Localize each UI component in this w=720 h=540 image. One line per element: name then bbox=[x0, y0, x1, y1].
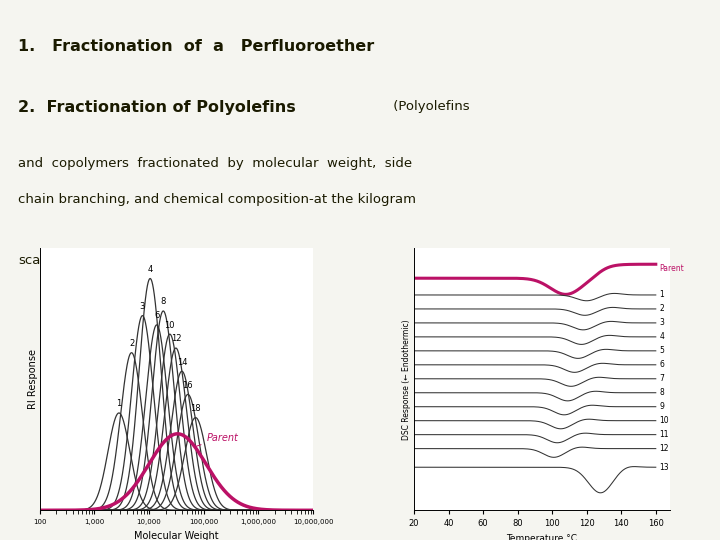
Text: Parent: Parent bbox=[660, 264, 684, 273]
Text: scale).: scale). bbox=[18, 254, 62, 267]
Text: 4: 4 bbox=[148, 265, 153, 274]
Text: chain branching, and chemical composition-at the kilogram: chain branching, and chemical compositio… bbox=[18, 193, 416, 206]
Text: 2.  Fractionation of Polyolefins: 2. Fractionation of Polyolefins bbox=[18, 100, 296, 115]
Text: 18: 18 bbox=[190, 404, 201, 413]
Text: 6: 6 bbox=[154, 311, 159, 320]
Text: 1: 1 bbox=[660, 291, 664, 300]
Text: 10: 10 bbox=[660, 416, 669, 425]
Text: 12: 12 bbox=[171, 334, 181, 343]
Text: 1: 1 bbox=[117, 399, 122, 408]
Text: 11: 11 bbox=[660, 430, 669, 439]
Text: 16: 16 bbox=[183, 381, 193, 390]
Text: Parent: Parent bbox=[194, 433, 238, 447]
Text: 3: 3 bbox=[140, 302, 145, 311]
Text: 8: 8 bbox=[161, 298, 166, 306]
Text: (Polyolefins: (Polyolefins bbox=[389, 100, 469, 113]
Text: 9: 9 bbox=[660, 402, 664, 411]
Text: 12: 12 bbox=[660, 444, 669, 453]
Text: 6: 6 bbox=[660, 360, 664, 369]
Text: 5: 5 bbox=[660, 346, 664, 355]
X-axis label: Temperature °C: Temperature °C bbox=[506, 534, 577, 540]
Y-axis label: RI Response: RI Response bbox=[28, 349, 38, 409]
Text: 10: 10 bbox=[165, 321, 175, 329]
Text: 3: 3 bbox=[660, 319, 664, 327]
Text: 7: 7 bbox=[660, 374, 664, 383]
Text: 8: 8 bbox=[660, 388, 664, 397]
Text: 13: 13 bbox=[660, 463, 669, 472]
Text: 4: 4 bbox=[660, 332, 664, 341]
Text: 2: 2 bbox=[129, 339, 134, 348]
Text: 2: 2 bbox=[660, 305, 664, 313]
Text: and  copolymers  fractionated  by  molecular  weight,  side: and copolymers fractionated by molecular… bbox=[18, 157, 412, 170]
X-axis label: Molecular Weight: Molecular Weight bbox=[134, 531, 219, 540]
Text: 14: 14 bbox=[176, 357, 187, 367]
Text: 1.   Fractionation  of  a   Perfluoroether: 1. Fractionation of a Perfluoroether bbox=[18, 39, 374, 54]
Y-axis label: DSC Response (← Endothermic): DSC Response (← Endothermic) bbox=[402, 319, 411, 440]
